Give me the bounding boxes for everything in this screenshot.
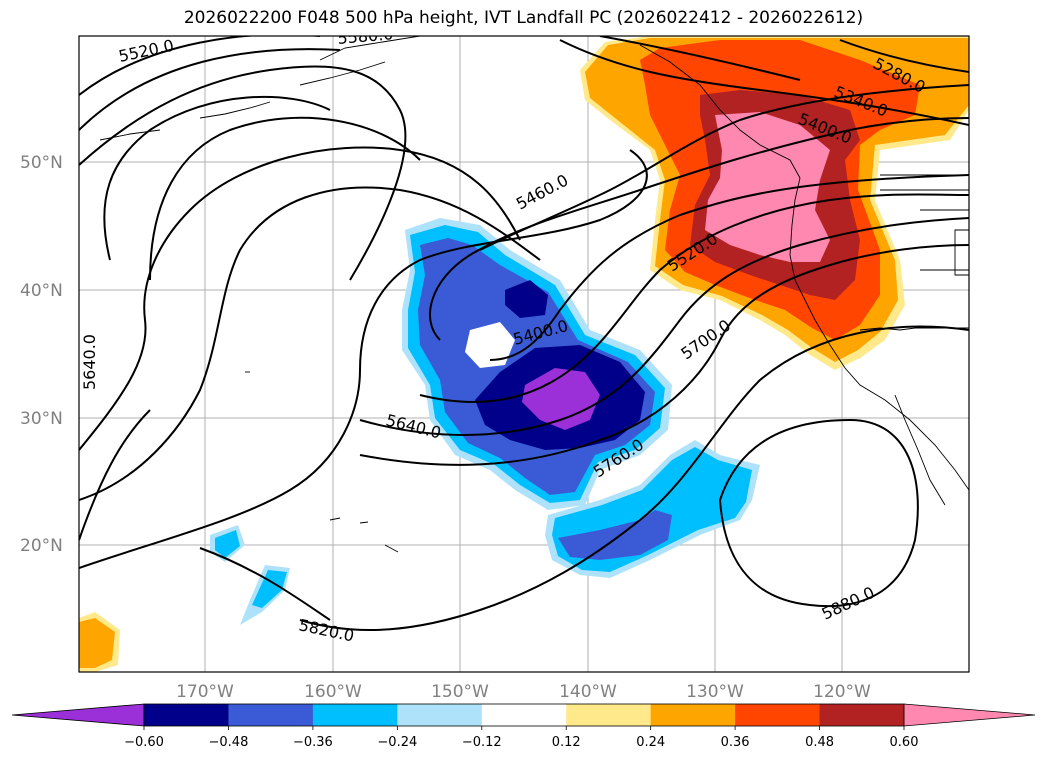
colorbar-extend-max-arrow: [903, 703, 1036, 727]
figure-title: 2026022200 F048 500 hPa height, IVT Land…: [183, 8, 864, 28]
colorbar-tick-label: −0.12: [462, 735, 502, 750]
contour-label: 5640.0: [80, 334, 99, 390]
colorbar-segment: [228, 704, 314, 726]
colorbar-tick-label: 0.60: [890, 735, 919, 750]
lon-label: 170°W: [176, 682, 234, 702]
negative-anomaly-shading: [210, 218, 760, 625]
colorbar-tick-label: −0.60: [124, 735, 164, 750]
lon-label: 160°W: [304, 682, 362, 702]
colorbar-tick-label: 0.24: [636, 735, 665, 750]
colorbar-segment: [819, 704, 905, 726]
colorbar-segment: [397, 704, 483, 726]
height-contours: [79, 36, 969, 631]
colorbar-segment: [144, 704, 229, 726]
lon-label: 120°W: [813, 682, 871, 702]
colorbar-tick-label: 0.12: [552, 735, 581, 750]
colorbar-tick-label: −0.36: [293, 735, 333, 750]
colorbar-segment: [566, 704, 652, 726]
colorbar: −0.60 −0.48 −0.36 −0.24 −0.12 0.12 0.24 0.36 0.4…: [11, 703, 1036, 750]
map-frame: [78, 35, 970, 673]
colorbar-tick-label: −0.24: [377, 735, 417, 750]
colorbar-tick-label: 0.48: [805, 735, 834, 750]
lon-label: 140°W: [559, 682, 617, 702]
latitude-labels: 50°N 40°N 30°N 20°N: [20, 153, 63, 556]
lat-label: 50°N: [20, 153, 63, 173]
colorbar-frame: [143, 703, 905, 727]
longitude-labels: 170°W 160°W 150°W 140°W 130°W 120°W: [176, 682, 871, 702]
lon-label: 150°W: [431, 682, 489, 702]
colorbar-segment: [735, 704, 821, 726]
lon-label: 130°W: [686, 682, 744, 702]
colorbar-segment: [312, 704, 398, 726]
colorbar-tick-label: −0.48: [209, 735, 249, 750]
contour-label: 5580.0: [337, 24, 394, 48]
lat-label: 40°N: [20, 281, 63, 301]
colorbar-segment: [481, 704, 567, 726]
colorbar-extend-min-arrow: [11, 703, 145, 727]
lat-label: 30°N: [20, 409, 63, 429]
colorbar-tick-label: 0.36: [721, 735, 750, 750]
lat-label: 20°N: [20, 536, 63, 556]
colorbar-segment: [650, 704, 736, 726]
